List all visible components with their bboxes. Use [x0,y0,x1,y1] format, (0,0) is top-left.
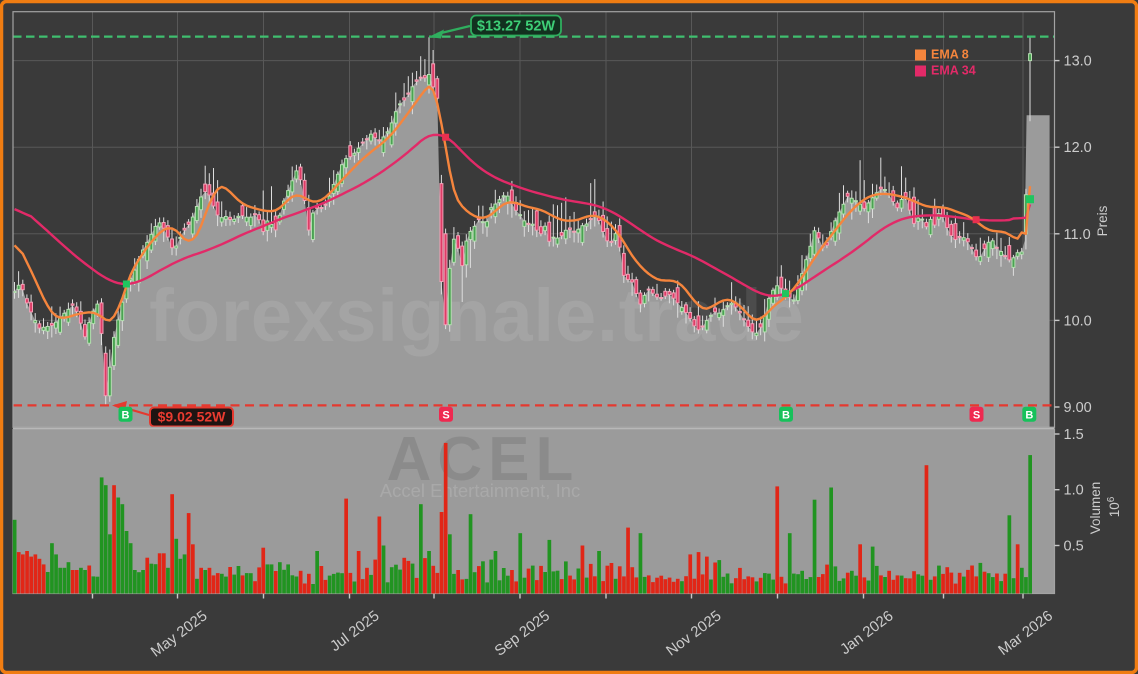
svg-text:11.0: 11.0 [1064,227,1091,243]
svg-text:0.5: 0.5 [1064,539,1084,555]
svg-text:Volumen: Volumen [1088,482,1103,535]
svg-text:$13.27 52W: $13.27 52W [477,19,556,35]
svg-text:9.00: 9.00 [1064,400,1092,416]
svg-text:12.0: 12.0 [1064,140,1092,156]
svg-text:1.5: 1.5 [1064,427,1084,443]
svg-text:Preis: Preis [1095,205,1110,236]
svg-text:B: B [1025,409,1033,421]
svg-text:B: B [122,409,130,421]
svg-text:13.0: 13.0 [1064,54,1092,70]
svg-text:Accel Entertainment, Inc: Accel Entertainment, Inc [380,480,581,501]
svg-text:S: S [442,409,449,421]
svg-text:ACEL: ACEL [387,425,580,494]
svg-text:forexsignale.trade: forexsignale.trade [149,274,804,357]
svg-text:EMA 8: EMA 8 [931,48,969,62]
svg-text:B: B [782,409,790,421]
svg-text:10.0: 10.0 [1064,313,1092,329]
svg-text:1.0: 1.0 [1064,483,1084,499]
svg-text:EMA 34: EMA 34 [931,64,976,78]
svg-text:$9.02 52W: $9.02 52W [158,409,226,425]
svg-text:S: S [973,409,980,421]
